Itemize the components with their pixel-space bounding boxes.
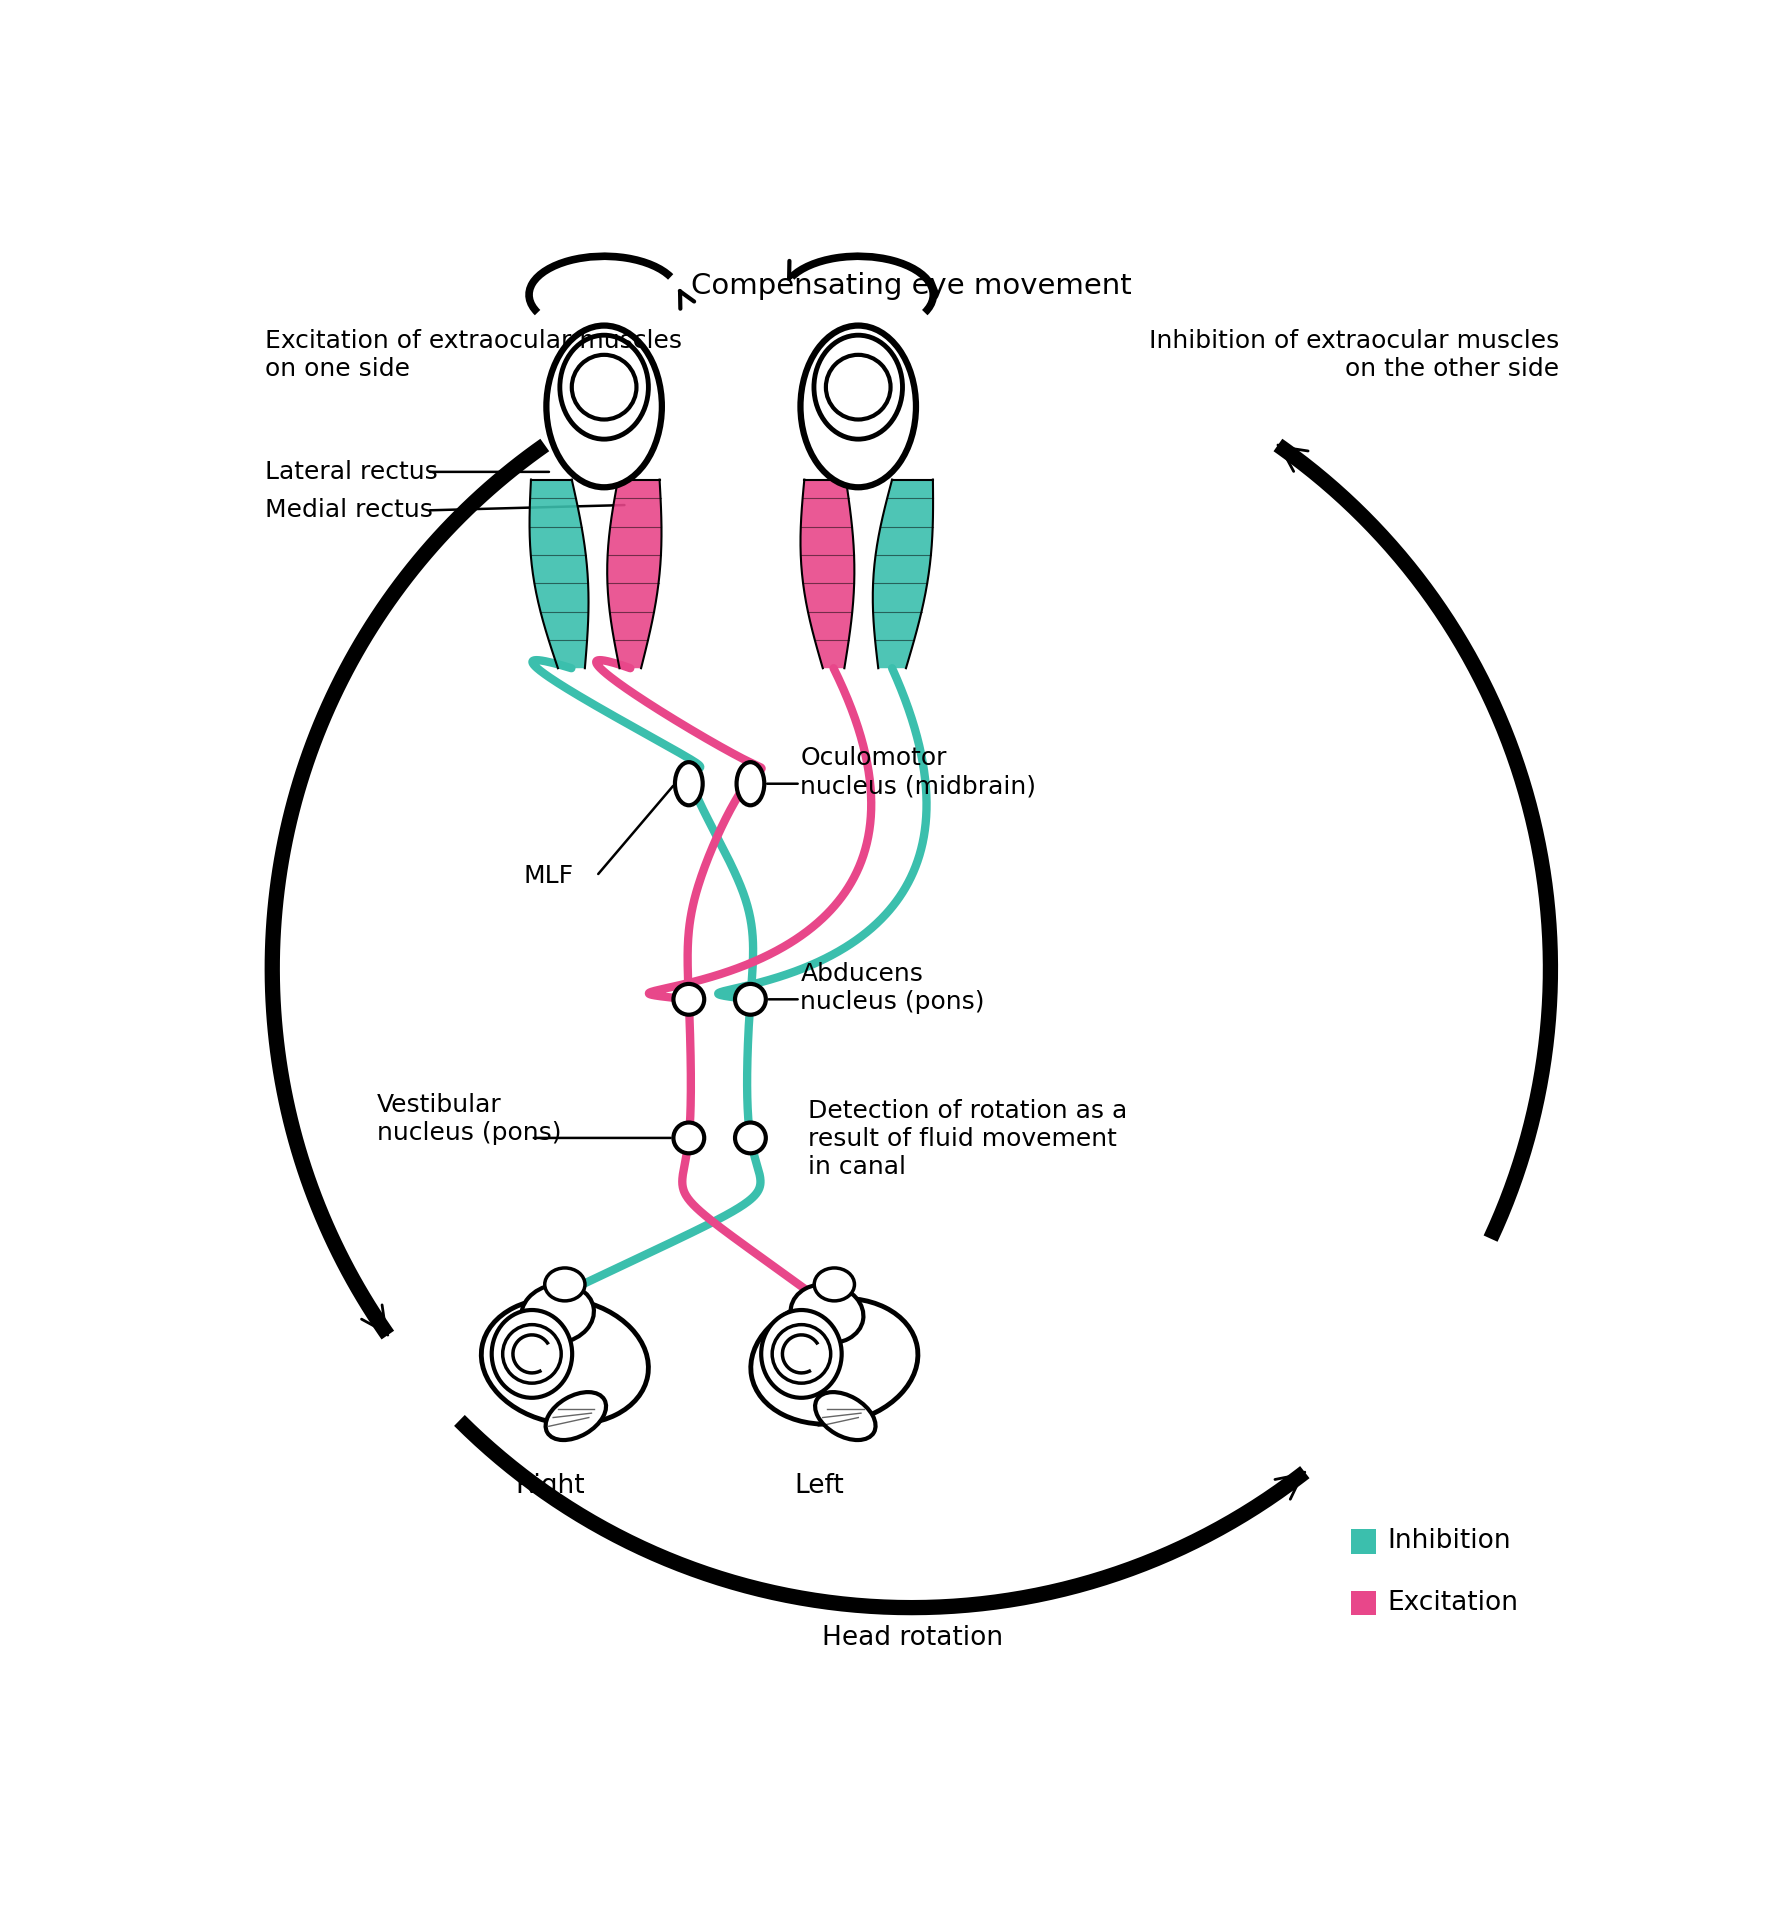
Text: Medial rectus: Medial rectus — [265, 499, 434, 522]
Ellipse shape — [815, 1391, 875, 1441]
Polygon shape — [873, 480, 932, 669]
Text: Lateral rectus: Lateral rectus — [265, 461, 438, 483]
Circle shape — [772, 1324, 831, 1384]
Circle shape — [571, 355, 637, 420]
Text: MLF: MLF — [523, 864, 573, 889]
Circle shape — [735, 984, 765, 1015]
Ellipse shape — [751, 1298, 918, 1424]
Ellipse shape — [546, 325, 662, 487]
Text: Excitation: Excitation — [1388, 1590, 1517, 1617]
Text: Excitation of extraocular muscles
on one side: Excitation of extraocular muscles on one… — [265, 329, 683, 380]
Ellipse shape — [761, 1311, 841, 1397]
Polygon shape — [801, 480, 854, 669]
Ellipse shape — [674, 762, 703, 805]
Circle shape — [735, 1122, 765, 1154]
Polygon shape — [607, 480, 662, 669]
Ellipse shape — [790, 1284, 863, 1343]
Ellipse shape — [560, 334, 648, 440]
Text: Oculomotor
nucleus (midbrain): Oculomotor nucleus (midbrain) — [801, 747, 1037, 799]
Ellipse shape — [801, 325, 916, 487]
Text: Compensating eye movement: Compensating eye movement — [690, 271, 1131, 300]
Bar — [1350, 1529, 1375, 1554]
Text: Right: Right — [516, 1473, 585, 1498]
Text: Inhibition of extraocular muscles
on the other side: Inhibition of extraocular muscles on the… — [1149, 329, 1558, 380]
Ellipse shape — [521, 1284, 594, 1343]
Ellipse shape — [546, 1391, 607, 1441]
Ellipse shape — [737, 762, 765, 805]
Polygon shape — [530, 480, 589, 669]
Text: Abducens
nucleus (pons): Abducens nucleus (pons) — [801, 961, 986, 1013]
Circle shape — [674, 984, 704, 1015]
Circle shape — [674, 1122, 704, 1154]
Bar — [1350, 1590, 1375, 1615]
Text: Detection of rotation as a
result of fluid movement
in canal: Detection of rotation as a result of flu… — [808, 1099, 1128, 1179]
Ellipse shape — [815, 1269, 854, 1301]
Ellipse shape — [815, 334, 902, 440]
Ellipse shape — [491, 1311, 573, 1397]
Text: Vestibular
nucleus (pons): Vestibular nucleus (pons) — [377, 1093, 562, 1145]
Circle shape — [503, 1324, 560, 1384]
Text: Head rotation: Head rotation — [822, 1626, 1003, 1651]
Ellipse shape — [482, 1298, 648, 1424]
Text: Inhibition: Inhibition — [1388, 1529, 1510, 1554]
Circle shape — [825, 355, 891, 420]
Ellipse shape — [544, 1269, 585, 1301]
Text: Left: Left — [795, 1473, 845, 1498]
